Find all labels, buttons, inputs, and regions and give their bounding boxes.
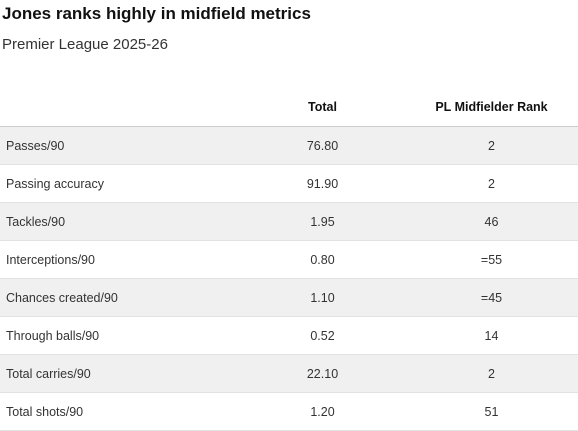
table-row: Passes/90 76.80 2 (0, 126, 578, 165)
column-header: Total (240, 88, 405, 127)
table-row: Tackles/90 1.95 46 (0, 202, 578, 241)
cell: 2 (405, 126, 578, 165)
table-row: Chances created/90 1.10 =45 (0, 278, 578, 317)
cell: 46 (405, 202, 578, 241)
cell: =45 (405, 278, 578, 317)
cell: 0.52 (240, 316, 405, 355)
row-label: Total shots/90 (0, 392, 240, 431)
row-label: Through balls/90 (0, 316, 240, 355)
cell: 14 (405, 316, 578, 355)
row-label: Passes/90 (0, 126, 240, 165)
table-row: Total carries/90 22.10 2 (0, 354, 578, 393)
cell: 51 (405, 392, 578, 431)
cell: 1.20 (240, 392, 405, 431)
cell: 22.10 (240, 354, 405, 393)
cell: 1.95 (240, 202, 405, 241)
table-row: Passing accuracy 91.90 2 (0, 164, 578, 203)
cell: =55 (405, 240, 578, 279)
cell: 91.90 (240, 164, 405, 203)
stats-table: Total PL Midfielder Rank Passes/90 76.80 2 P… (0, 88, 578, 431)
table-row: Through balls/90 0.52 14 (0, 316, 578, 355)
column-header: PL Midfielder Rank (405, 88, 578, 127)
subtitle: Premier League 2025-26 (2, 36, 168, 53)
title: Jones ranks highly in midfield metrics (2, 4, 311, 23)
cell: 1.10 (240, 278, 405, 317)
header-row: Total PL Midfielder Rank (0, 88, 578, 127)
table-row: Interceptions/90 0.80 =55 (0, 240, 578, 279)
cell: 0.80 (240, 240, 405, 279)
row-label: Passing accuracy (0, 164, 240, 203)
header-cell (0, 88, 240, 127)
page: {"header": {"title": "Jones ranks highly… (0, 4, 578, 431)
row-label: Tackles/90 (0, 202, 240, 241)
cell: 76.80 (240, 126, 405, 165)
cell: 2 (405, 164, 578, 203)
row-label: Total carries/90 (0, 354, 240, 393)
table-row: Total shots/90 1.20 51 (0, 392, 578, 431)
row-label: Chances created/90 (0, 278, 240, 317)
cell: 2 (405, 354, 578, 393)
row-label: Interceptions/90 (0, 240, 240, 279)
